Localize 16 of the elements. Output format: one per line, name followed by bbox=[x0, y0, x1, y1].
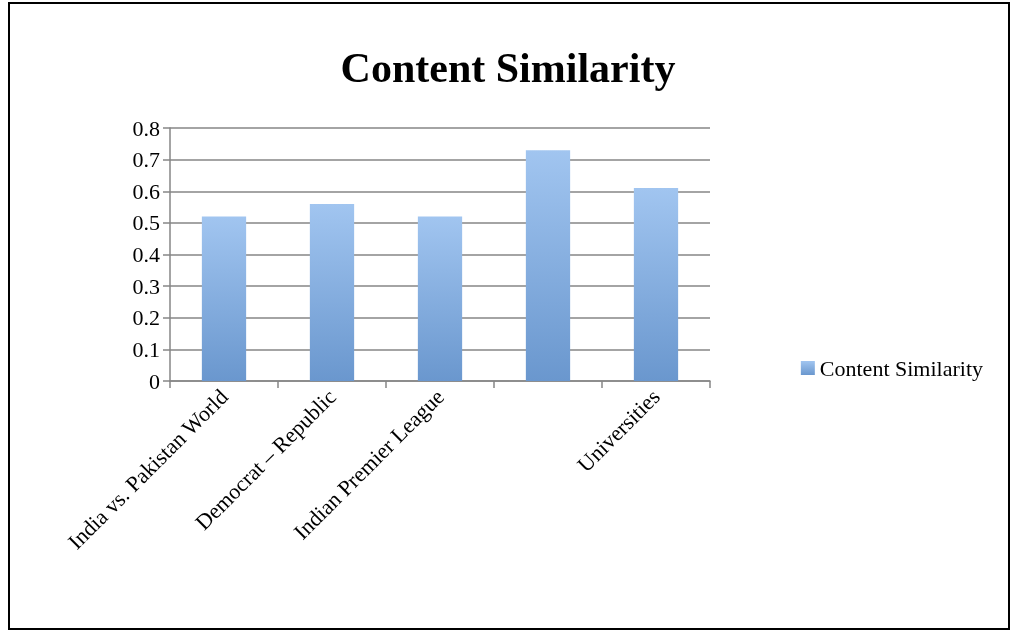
y-tick-label: 0.5 bbox=[132, 210, 160, 236]
y-tick-label: 0.6 bbox=[132, 178, 160, 204]
chart-title: Content Similarity bbox=[340, 45, 676, 91]
bar bbox=[633, 188, 679, 381]
y-tick-label: 0 bbox=[149, 368, 160, 394]
legend-label: Content Similarity bbox=[819, 355, 984, 381]
y-tick-label: 0.7 bbox=[132, 147, 160, 173]
bar bbox=[309, 203, 355, 381]
y-tick-label: 0.4 bbox=[132, 242, 160, 267]
bar bbox=[525, 150, 571, 381]
bar bbox=[201, 216, 247, 381]
y-tick-label: 0.2 bbox=[132, 305, 160, 331]
y-tick-label: 0.8 bbox=[132, 115, 160, 141]
y-tick-label: 0.3 bbox=[132, 273, 160, 299]
bar bbox=[417, 216, 463, 381]
y-tick-label: 0.1 bbox=[132, 336, 160, 362]
